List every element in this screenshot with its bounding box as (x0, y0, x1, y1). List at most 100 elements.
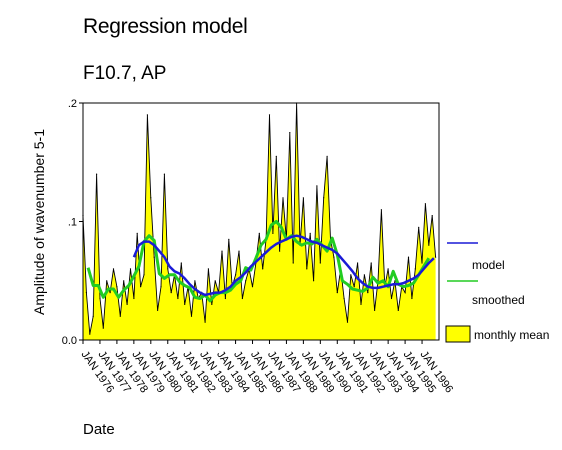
monthly-mean-point (224, 297, 226, 300)
monthly-mean-point (99, 297, 101, 300)
monthly-mean-point (207, 268, 209, 270)
y-tick-label: .2 (68, 98, 77, 110)
monthly-mean-point (336, 292, 338, 294)
legend-monthly-mean-label: monthly mean (474, 328, 549, 342)
monthly-mean-point (146, 114, 148, 116)
monthly-mean-point (119, 315, 121, 317)
y-tick-label: 0.0 (62, 335, 77, 347)
monthly-mean-point (143, 274, 145, 276)
monthly-mean-point (431, 215, 433, 217)
monthly-mean-point (387, 268, 389, 270)
monthly-mean-point (140, 286, 142, 288)
monthly-mean-point (421, 262, 423, 264)
monthly-mean-point (367, 292, 369, 294)
monthly-mean-point (241, 297, 243, 300)
monthly-mean-point (126, 303, 128, 305)
monthly-mean-point (258, 232, 260, 234)
monthly-mean-point (214, 280, 216, 282)
model-line (132, 234, 435, 297)
monthly-mean-point (157, 309, 159, 311)
legend-model-label: model (472, 258, 505, 272)
chart-subtitle: F10.7, AP (83, 63, 167, 84)
monthly-mean-point (251, 286, 254, 288)
monthly-mean-point (92, 315, 94, 317)
monthly-mean-point (133, 297, 135, 300)
monthly-mean-point (380, 209, 382, 211)
monthly-mean-point (272, 232, 274, 234)
monthly-mean-point (424, 203, 426, 205)
monthly-mean-point (435, 256, 437, 258)
monthly-mean-point (316, 185, 318, 187)
monthly-mean-point (170, 292, 172, 294)
monthly-mean-point (136, 232, 138, 234)
monthly-mean-point (390, 297, 393, 300)
monthly-mean-point (279, 250, 281, 252)
y-axis: 0.0 .1 .2 (62, 98, 83, 347)
monthly-mean-point (289, 132, 291, 134)
monthly-mean-point (123, 280, 125, 282)
monthly-mean-point (96, 173, 98, 175)
monthly-mean-point (313, 280, 315, 282)
monthly-mean-point (228, 238, 230, 240)
monthly-mean-point (268, 114, 271, 116)
monthly-mean-point (346, 321, 349, 323)
monthly-mean-point (153, 256, 155, 258)
monthly-mean-point (89, 333, 91, 335)
monthly-mean-point (180, 262, 182, 264)
monthly-mean-point (190, 315, 193, 317)
monthly-mean-point (323, 197, 325, 199)
monthly-mean-point (150, 197, 152, 199)
monthly-mean-point (397, 309, 399, 311)
monthly-mean-point (306, 268, 308, 270)
monthly-mean-point (194, 280, 196, 282)
legend-monthly-mean-swatch (445, 325, 471, 343)
monthly-mean-point (221, 250, 223, 252)
plot-area (82, 102, 440, 341)
monthly-mean-point (238, 250, 240, 252)
monthly-mean-point (414, 268, 416, 270)
legend: model smoothed monthly mean (445, 242, 549, 343)
monthly-mean-point (109, 292, 111, 294)
monthly-mean-area (83, 103, 436, 340)
monthly-mean-point (319, 262, 321, 264)
monthly-mean-point (357, 262, 359, 264)
monthly-mean-point (112, 268, 115, 270)
monthly-mean-point (309, 232, 311, 234)
monthly-mean-point (302, 197, 304, 199)
monthly-mean-point (404, 292, 406, 294)
monthly-mean-point (116, 286, 118, 288)
monthly-mean-point (411, 297, 413, 300)
monthly-mean-point (326, 155, 328, 157)
x-axis-label: Date (83, 421, 115, 438)
monthly-mean-point (418, 226, 420, 228)
monthly-mean-point (211, 303, 213, 305)
monthly-mean-point (163, 173, 165, 175)
monthly-mean-point (292, 262, 294, 264)
monthly-mean-point (374, 309, 376, 311)
monthly-mean-point (167, 268, 169, 270)
monthly-mean-point (85, 292, 87, 294)
monthly-mean-point (177, 297, 179, 300)
monthly-mean-point (333, 256, 335, 258)
monthly-mean-point (129, 268, 132, 270)
monthly-mean-point (428, 244, 430, 246)
monthly-mean-point (353, 286, 355, 288)
monthly-mean-point (245, 280, 247, 282)
monthly-mean-point (106, 280, 108, 282)
monthly-mean-point (370, 262, 372, 264)
monthly-mean-point (204, 321, 206, 323)
legend-smoothed-label: smoothed (472, 293, 525, 307)
chart-title: Regression model (83, 15, 248, 38)
monthly-mean-point (102, 327, 104, 329)
monthly-mean-point (360, 303, 362, 305)
monthly-mean-point (184, 303, 186, 305)
monthly-mean-point (262, 268, 264, 270)
monthly-mean-point (407, 256, 410, 258)
monthly-mean-point (160, 286, 162, 288)
monthly-mean-point (282, 197, 284, 199)
y-tick-label: .1 (68, 217, 77, 229)
monthly-mean-point (350, 274, 352, 276)
monthly-mean-point (275, 155, 277, 157)
